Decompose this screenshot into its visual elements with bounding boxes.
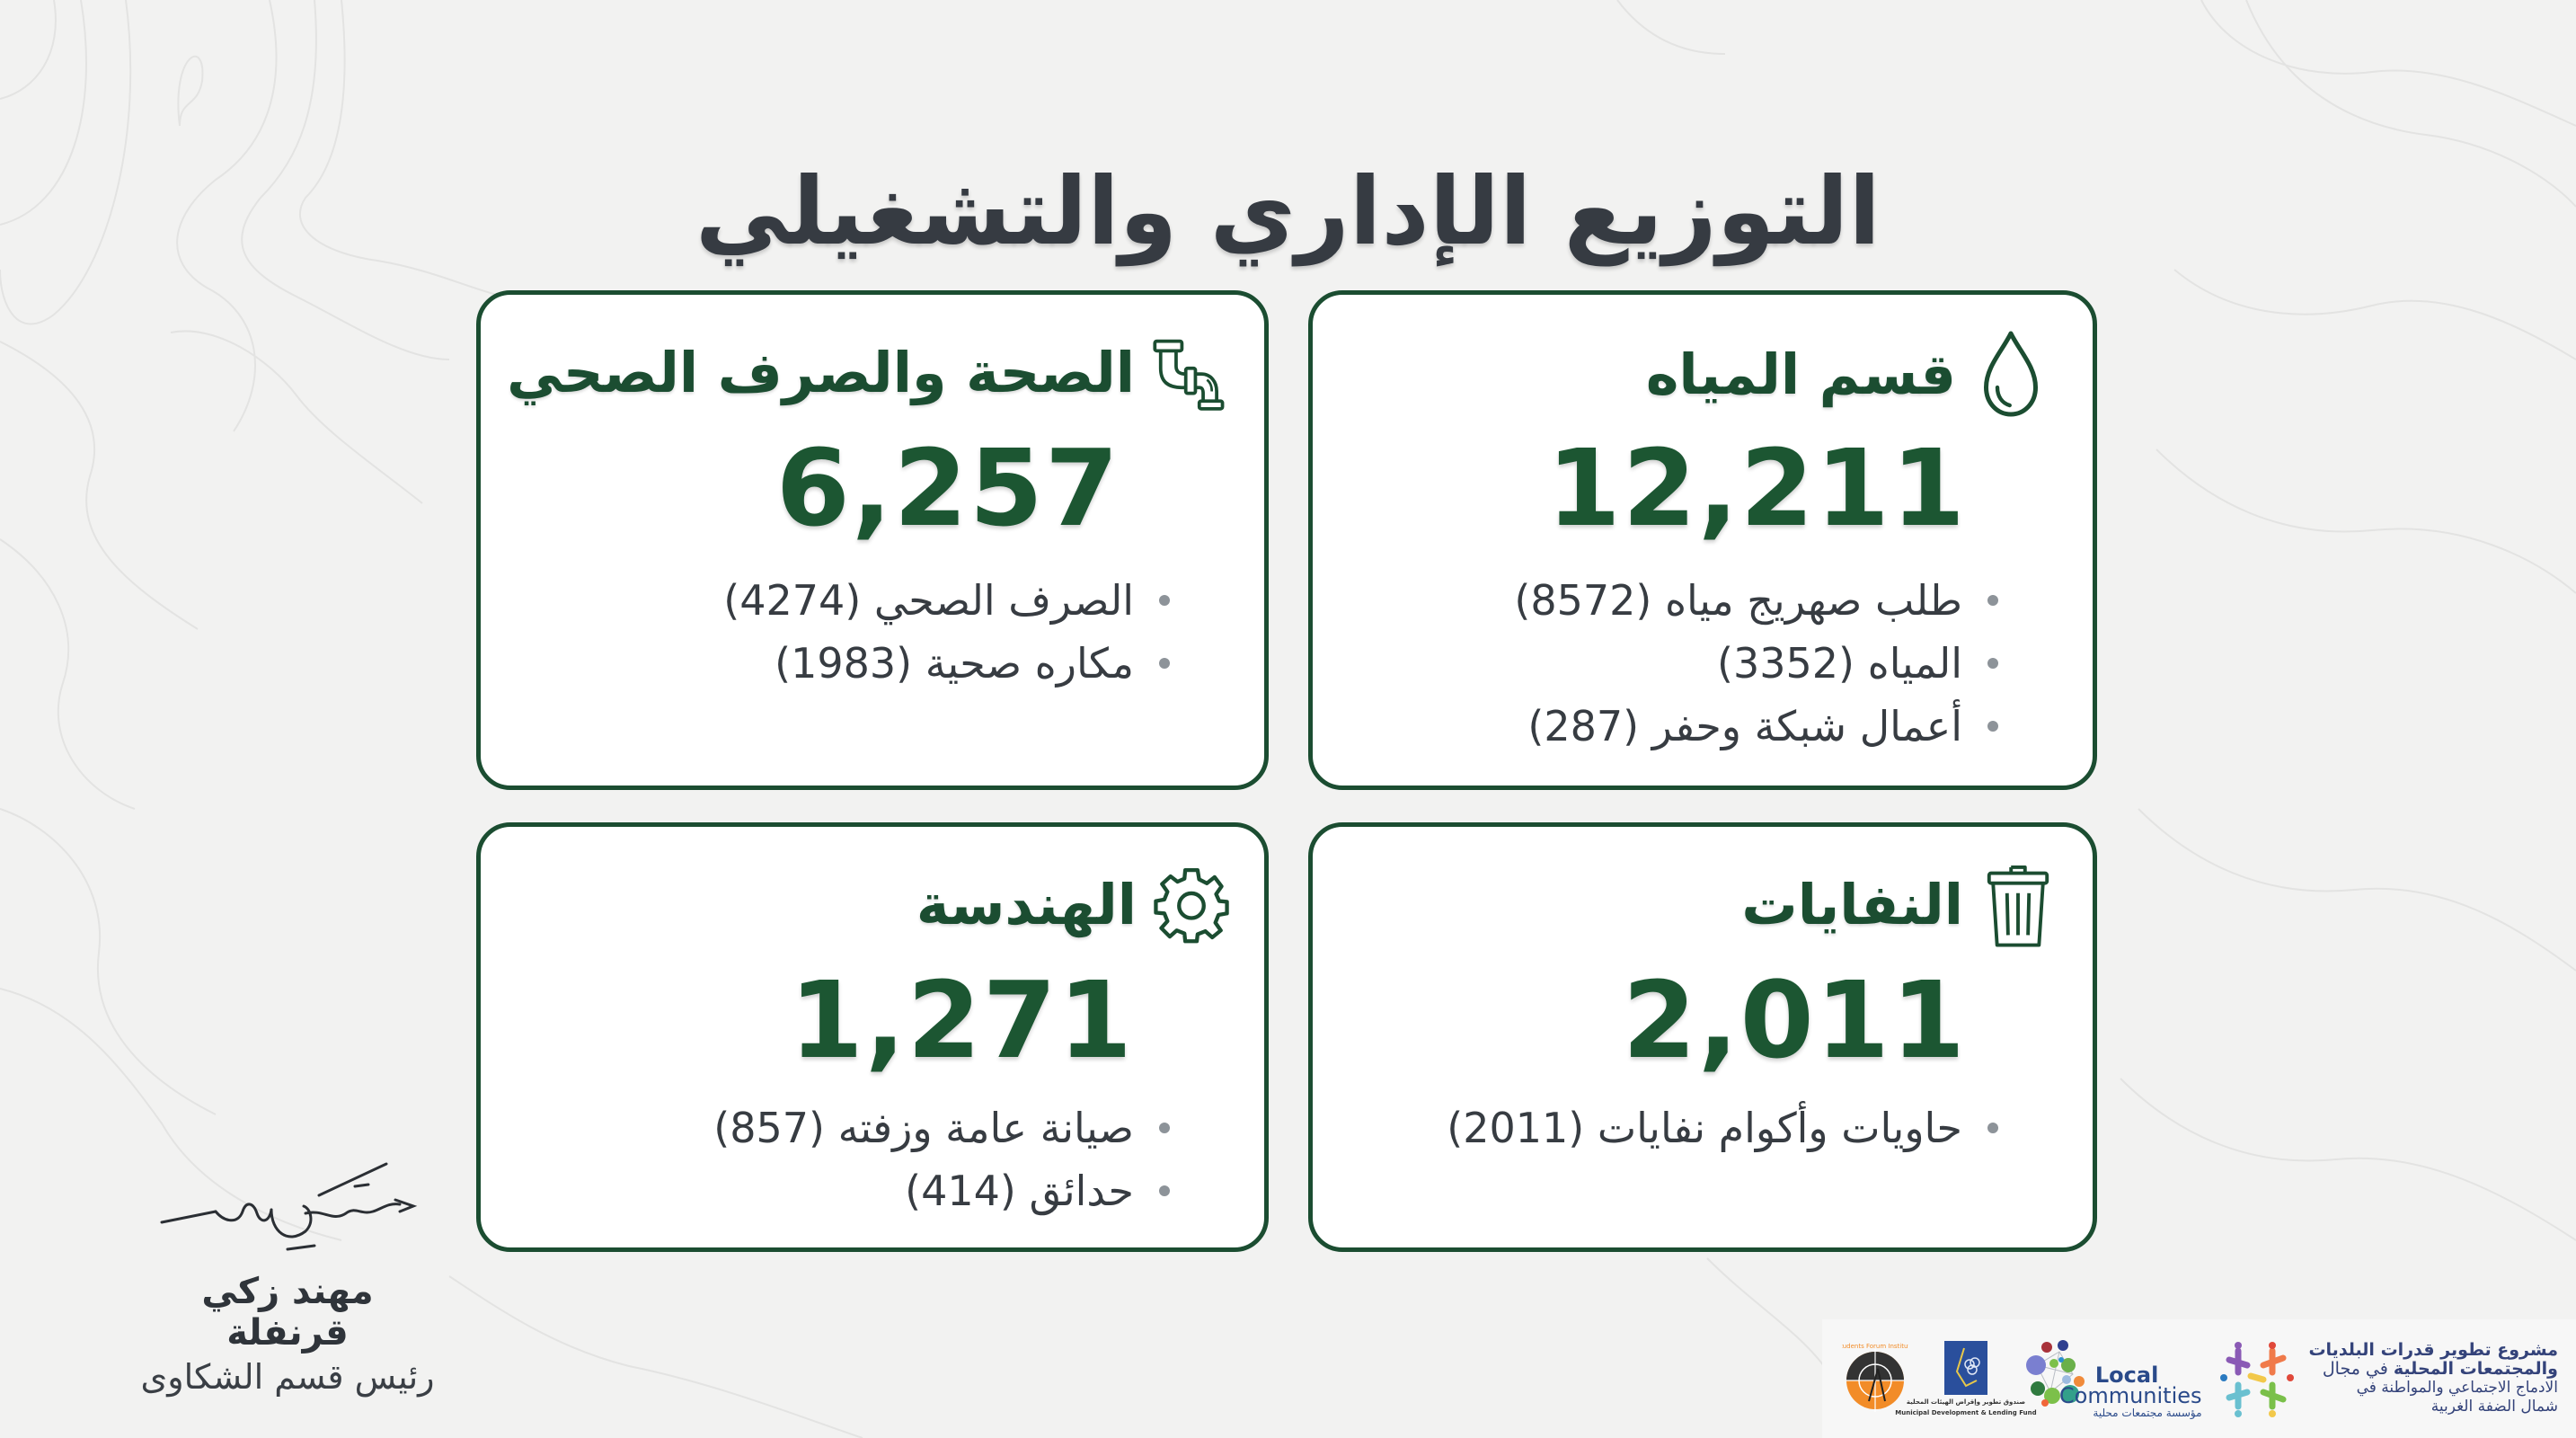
- card-title: النفايات: [1741, 871, 1963, 937]
- bullet-icon: [1987, 658, 1998, 669]
- water-drop-icon: [1972, 329, 2049, 419]
- signature-block: مهند زكي قرنفلة رئيس قسم الشكاوى: [135, 1159, 440, 1397]
- list-item: طلب صهريج مياه (8572): [1514, 569, 1998, 632]
- lc-local: Local: [2094, 1363, 2159, 1388]
- card-water: قسم المياه 12,211 طلب صهريج مياه (8572) …: [1308, 290, 2097, 790]
- lc-communities: Communities: [2058, 1383, 2202, 1408]
- card-total: 2,011: [1622, 958, 1967, 1082]
- bullet-icon: [1159, 1123, 1170, 1133]
- logo-mdlf: صندوق تطوير وإقراض الهيئات المحلية Munic…: [1895, 1341, 2037, 1416]
- card-list: الصرف الصحي (4274) مكاره صحية (1983): [723, 569, 1170, 695]
- card-title: قسم المياه: [1645, 341, 1956, 407]
- lc-arabic: مؤسسة مجتمعات محلية: [2093, 1407, 2202, 1419]
- bullet-icon: [1987, 721, 1998, 732]
- signatory-role: رئيس قسم الشكاوى: [140, 1357, 435, 1397]
- pipe-icon: [1151, 327, 1228, 417]
- list-item: الصرف الصحي (4274): [723, 569, 1170, 632]
- gear-icon: [1153, 859, 1230, 949]
- list-item: صيانة عامة وزفته (857): [713, 1096, 1170, 1159]
- card-list: طلب صهريج مياه (8572) المياه (3352) أعما…: [1514, 569, 1998, 758]
- students-forum-logo-icon: Students Forum Institute: [1842, 1343, 1908, 1412]
- mdlf-logo-icon: [1943, 1341, 1987, 1395]
- partner-logos: Students Forum Institute صندوق تطوير وإق…: [1822, 1319, 2576, 1438]
- list-item: حدائق (414): [713, 1159, 1170, 1222]
- card-title: الصحة والصرف الصحي: [507, 339, 1135, 405]
- page-title: التوزيع الإداري والتشغيلي: [695, 155, 1882, 266]
- card-engineering: الهندسة 1,271 صيانة عامة وزفته (857) حدا…: [476, 822, 1269, 1252]
- card-total: 6,257: [775, 426, 1120, 550]
- bullet-icon: [1987, 595, 1998, 606]
- handwritten-signature: [160, 1162, 418, 1251]
- card-waste: النفايات 2,011 حاويات وأكوام نفايات (201…: [1308, 822, 2097, 1252]
- list-item: المياه (3352): [1514, 632, 1998, 695]
- logo-project: مشروع تطوير قدرات البلديات والمجتمعات ال…: [2218, 1340, 2558, 1417]
- logo-students-forum: Students Forum Institute: [1842, 1340, 1908, 1417]
- list-item: مكاره صحية (1983): [723, 632, 1170, 695]
- signatory-name: مهند زكي قرنفلة: [201, 1271, 374, 1354]
- bullet-icon: [1987, 1123, 1998, 1133]
- local-communities-logo-icon: [2025, 1340, 2085, 1407]
- svg-text:Students Forum Institute: Students Forum Institute: [1842, 1343, 1908, 1350]
- trash-can-icon: [1979, 859, 2057, 949]
- bullet-icon: [1159, 658, 1170, 669]
- bullet-icon: [1159, 595, 1170, 606]
- list-item: أعمال شبكة وحفر (287): [1514, 695, 1998, 758]
- card-health-sanitation: الصحة والصرف الصحي 6,257 الصرف الصحي (42…: [476, 290, 1269, 790]
- card-total: 12,211: [1546, 426, 1967, 550]
- project-people-logo-icon: [2220, 1342, 2295, 1417]
- bullet-icon: [1159, 1185, 1170, 1196]
- card-list: حاويات وأكوام نفايات (2011): [1447, 1096, 1998, 1159]
- list-item: حاويات وأكوام نفايات (2011): [1447, 1096, 1998, 1159]
- card-total: 1,271: [789, 958, 1134, 1082]
- logo-local-communities: Local Communities مؤسسة مجتمعات محلية: [2023, 1338, 2202, 1419]
- card-list: صيانة عامة وزفته (857) حدائق (414): [713, 1096, 1170, 1222]
- card-title: الهندسة: [916, 871, 1137, 937]
